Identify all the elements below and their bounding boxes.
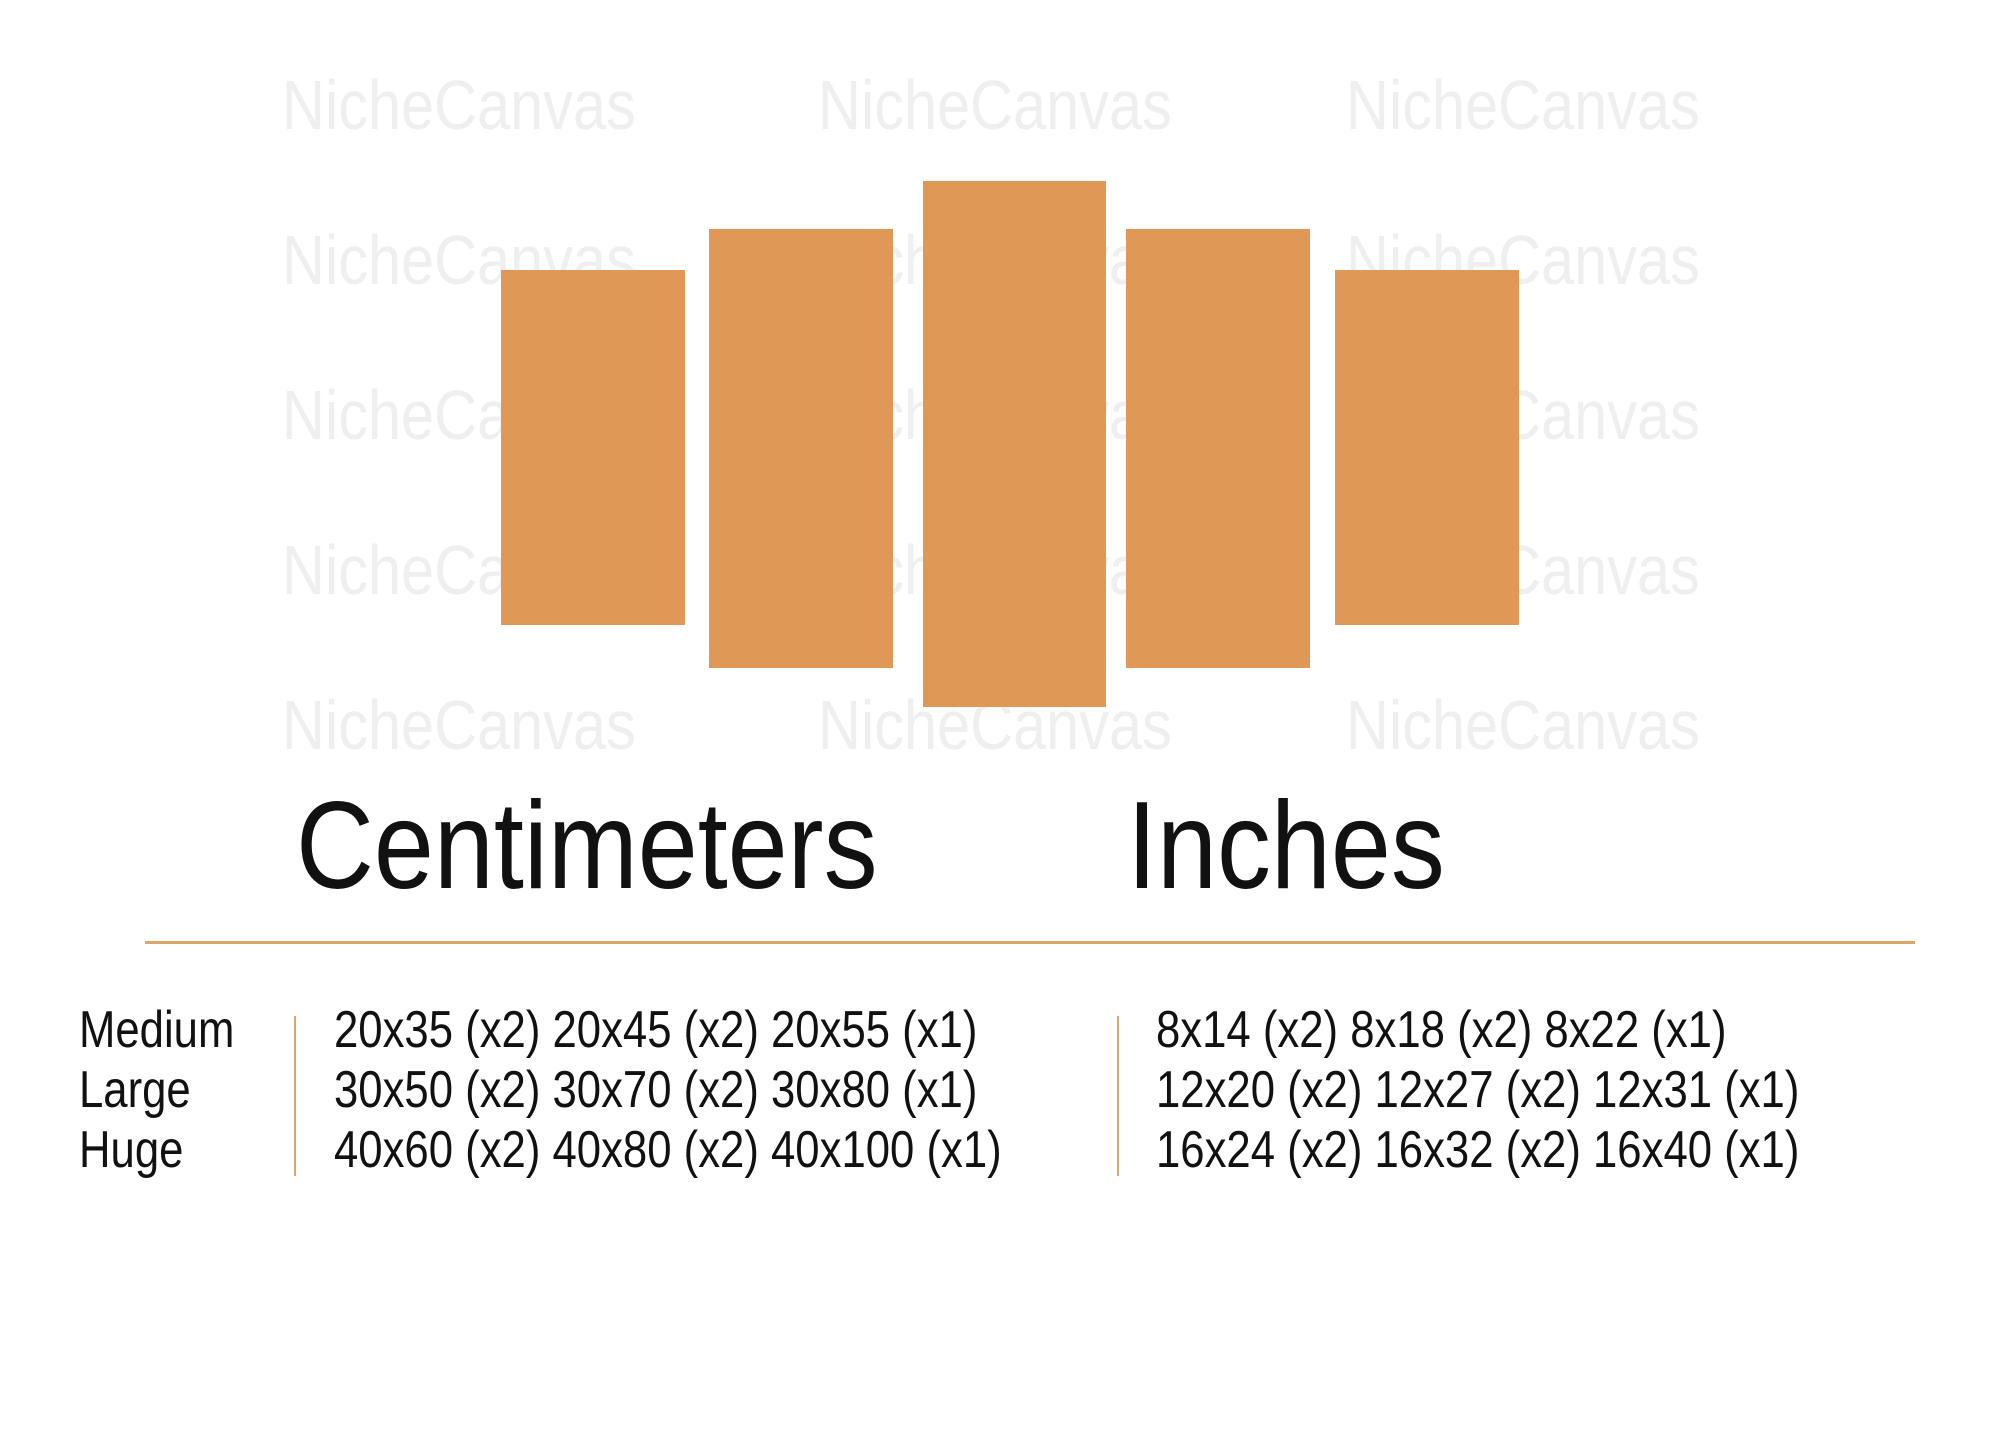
- heading-inches: Inches: [1127, 777, 1445, 915]
- heading-centimeters: Centimeters: [296, 777, 878, 915]
- watermark-text: NicheCanvas: [818, 66, 1172, 144]
- divider-horizontal: [145, 941, 1915, 944]
- canvas-panel-1: [501, 270, 685, 625]
- canvas-panel-5: [1335, 270, 1519, 625]
- size-labels: Medium Large Huge: [79, 1000, 264, 1180]
- divider-vertical-1: [294, 1016, 296, 1176]
- canvas-panel-2: [709, 229, 893, 668]
- watermark-text: NicheCanvas: [282, 686, 636, 764]
- canvas-panel-4: [1126, 229, 1310, 668]
- inch-size-medium: 8x14 (x2) 8x18 (x2) 8x22 (x1): [1156, 1001, 1727, 1059]
- inch-size-large: 12x20 (x2) 12x27 (x2) 12x31 (x1): [1156, 1061, 1800, 1119]
- watermark-text: NicheCanvas: [1346, 686, 1700, 764]
- size-label-large: Large: [79, 1061, 191, 1119]
- watermark-text: NicheCanvas: [1346, 66, 1700, 144]
- size-label-huge: Huge: [79, 1121, 184, 1179]
- canvas-panel-3: [923, 181, 1106, 707]
- inch-size-huge: 16x24 (x2) 16x32 (x2) 16x40 (x1): [1156, 1121, 1800, 1179]
- divider-vertical-2: [1117, 1016, 1119, 1176]
- inch-sizes: 8x14 (x2) 8x18 (x2) 8x22 (x1) 12x20 (x2)…: [1156, 1000, 1922, 1180]
- cm-size-large: 30x50 (x2) 30x70 (x2) 30x80 (x1): [334, 1061, 978, 1119]
- cm-sizes: 20x35 (x2) 20x45 (x2) 20x55 (x1) 30x50 (…: [334, 1000, 1129, 1180]
- watermark-text: NicheCanvas: [282, 66, 636, 144]
- cm-size-medium: 20x35 (x2) 20x45 (x2) 20x55 (x1): [334, 1001, 978, 1059]
- cm-size-huge: 40x60 (x2) 40x80 (x2) 40x100 (x1): [334, 1121, 1002, 1179]
- size-label-medium: Medium: [79, 1001, 235, 1059]
